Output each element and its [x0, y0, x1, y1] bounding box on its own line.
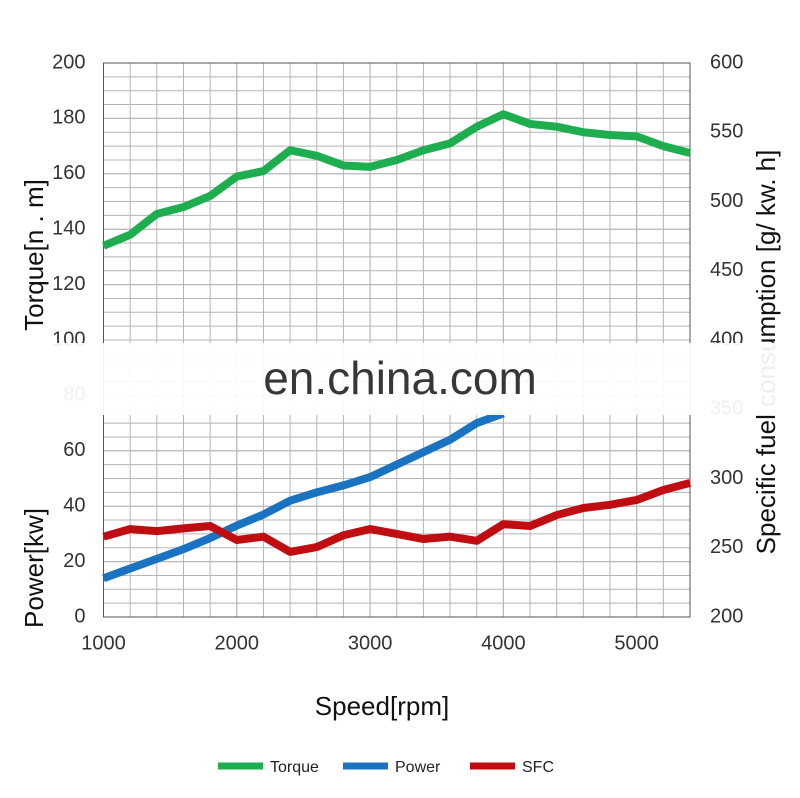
- x-tick-label: 4000: [481, 632, 526, 654]
- y-tick-label: 120: [52, 273, 85, 295]
- y2-tick-label: 250: [710, 536, 743, 558]
- y-tick-label: 40: [63, 494, 85, 516]
- watermark: en.china.com: [263, 352, 537, 404]
- line-series: [102, 479, 692, 556]
- y2-tick-label: 600: [710, 51, 743, 73]
- y2-tick-label: 450: [710, 259, 743, 281]
- x-tick-label: 5000: [614, 632, 659, 654]
- x-tick-label: 1000: [81, 632, 126, 654]
- y2-tick-label: 500: [710, 190, 743, 212]
- y2-tick-label: 550: [710, 121, 743, 143]
- line-series: [102, 409, 505, 582]
- y-tick-label: 160: [52, 162, 85, 184]
- y-axis-title: Power[kw]: [19, 508, 49, 628]
- y-tick-label: 60: [63, 439, 85, 461]
- x-axis-title: Speed[rpm]: [315, 691, 449, 721]
- y-tick-label: 20: [63, 550, 85, 572]
- x-tick-label: 3000: [348, 632, 393, 654]
- y-tick-label: 140: [52, 217, 85, 239]
- x-tick-label: 2000: [215, 632, 260, 654]
- y2-tick-label: 300: [710, 467, 743, 489]
- y-tick-label: 200: [52, 51, 85, 73]
- y2-tick-label: 200: [710, 605, 743, 627]
- legend-label: Power: [395, 759, 441, 776]
- y-tick-label: 0: [74, 605, 85, 627]
- watermark-band: [0, 343, 800, 415]
- legend-label: SFC: [522, 759, 554, 776]
- y-tick-label: 180: [52, 107, 85, 129]
- y-axis-title: Torque[n . m]: [19, 179, 49, 331]
- legend-label: Torque: [270, 759, 319, 776]
- line-series: [101, 110, 692, 250]
- plot-frame: [103, 62, 691, 618]
